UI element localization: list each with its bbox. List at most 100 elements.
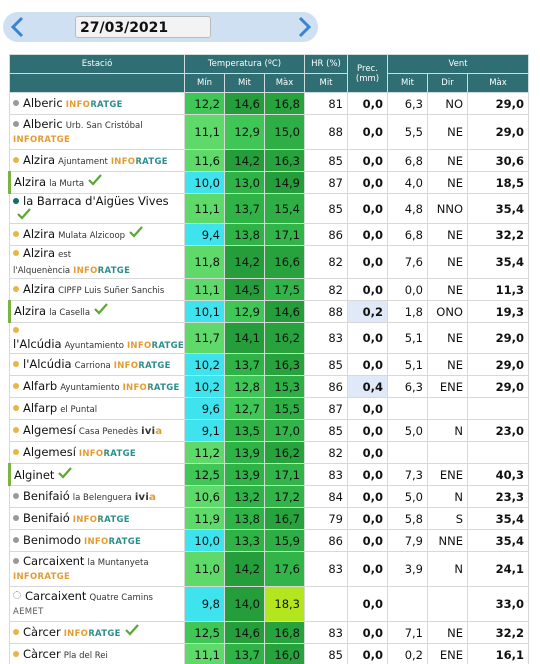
station-cell: Alzira la Casella (8, 300, 185, 323)
value-cell: 35,4 (467, 529, 529, 552)
value-cell: 14,6 (224, 92, 265, 115)
value-cell: 23,3 (467, 485, 529, 508)
source-tag: INFORATGE (63, 629, 121, 639)
station-name[interactable]: Algemesí (23, 422, 76, 437)
next-arrow[interactable] (298, 16, 312, 38)
station-name[interactable]: Alberic (23, 117, 63, 131)
station-row: Alzira Mulata Alzicoop 9,4 13,8 17,1 86 0,0 6,8… (9, 223, 529, 246)
value-cell: 0,0 (347, 92, 388, 115)
station-name[interactable]: Alzira (23, 246, 56, 260)
station-name[interactable]: Alzira (23, 152, 56, 167)
value-cell: 14,6 (264, 300, 305, 323)
station-name[interactable]: la Barraca d'Aigües Vives (23, 194, 169, 208)
sub-header: Mit (224, 73, 265, 93)
value-cell: 5,1 (387, 322, 428, 354)
station-name[interactable]: Alzira (23, 281, 56, 296)
value-cell: 14,1 (224, 322, 265, 354)
station-row: Carcaixent la Muntanyeta INFORATGE 11,0 14,2… (9, 551, 529, 587)
station-name[interactable]: Alginet (14, 468, 55, 482)
station-row: Carcaixent Quatre Camins AEMET 9,8 14,0 18,3 0… (9, 586, 529, 622)
value-cell: 5,0 (387, 485, 428, 508)
station-name[interactable]: Alzira (14, 175, 47, 189)
value-cell: 0,0 (347, 643, 388, 664)
value-cell: 13,0 (224, 171, 265, 194)
value-cell: 0,2 (347, 300, 388, 323)
station-detail: Carriona (74, 360, 111, 371)
station-name[interactable]: Algemesí (23, 444, 76, 459)
check-icon (124, 624, 139, 636)
station-name[interactable]: Alberic (23, 95, 63, 110)
value-cell: 0,0 (347, 245, 388, 279)
status-dot (13, 404, 19, 411)
station-detail: est l'Alquenència (13, 250, 72, 276)
station-name[interactable]: l'Alcúdia (13, 337, 62, 351)
value-cell: 29,0 (467, 375, 529, 398)
value-cell: 0,0 (347, 441, 388, 464)
station-name[interactable]: Carcaixent (25, 589, 87, 603)
value-cell: 5,8 (387, 507, 428, 530)
source-tag: INFORATGE (84, 536, 142, 547)
station-name[interactable]: Alfarp (23, 400, 58, 415)
value-cell: 14,9 (264, 171, 305, 194)
station-name[interactable]: Càrcer (23, 646, 61, 661)
value-cell: 14,2 (224, 551, 265, 587)
station-name[interactable]: Alzira (14, 304, 47, 318)
date-input[interactable]: 27/03/2021 (75, 16, 211, 38)
value-cell: 16,2 (264, 322, 305, 354)
value-cell: 88 (304, 114, 348, 150)
value-cell: 0,0 (347, 529, 388, 552)
status-dot (13, 121, 19, 127)
value-cell: 11,0 (184, 551, 225, 587)
value-cell (427, 441, 468, 464)
station-cell: Carcaixent la Muntanyeta INFORATGE (9, 551, 185, 587)
header: HR (%) (304, 54, 348, 74)
station-cell: la Barraca d'Aigües Vives (9, 193, 185, 224)
station-name[interactable]: Benifaió (23, 488, 70, 503)
value-cell: 13,8 (224, 507, 265, 530)
value-cell: 85 (304, 193, 348, 224)
value-cell: 13,7 (224, 353, 265, 376)
station-cell: Càrcer Pla del Rei (9, 643, 185, 664)
status-dot (13, 492, 19, 499)
station-detail: la Muntanyeta (87, 558, 149, 568)
station-detail: CIPFP Luis Suñer Sanchis (58, 285, 165, 296)
status-dot (13, 536, 19, 543)
value-cell: 0,2 (387, 643, 428, 664)
value-cell: 86 (304, 375, 348, 398)
check-icon (88, 174, 102, 186)
status-dot (13, 426, 19, 433)
value-cell: 16,8 (264, 621, 305, 644)
value-cell: 13,7 (224, 193, 265, 224)
value-cell: 15,9 (264, 529, 305, 552)
station-cell: Càrcer INFORATGE (9, 621, 185, 644)
station-name[interactable]: Alfarb (23, 378, 58, 393)
check-icon (17, 208, 31, 220)
station-name[interactable]: l'Alcúdia (23, 356, 72, 371)
prev-arrow[interactable] (10, 16, 24, 38)
source-tag: INFORATGE (65, 99, 123, 110)
value-cell: 11,8 (184, 245, 225, 279)
value-cell: 14,2 (224, 149, 265, 172)
source-tag: INFORATGE (126, 341, 185, 351)
value-cell: 0,0 (347, 507, 388, 530)
value-cell: 11,3 (467, 278, 529, 301)
station-row: Alzira Ajuntament INFORATGE 11,6 14,2 16,3 85 0… (9, 149, 529, 172)
station-name[interactable]: Alzira (23, 227, 56, 241)
station-name[interactable]: Càrcer (23, 625, 61, 639)
source-tag: INFORATGE (13, 570, 180, 584)
value-cell: 10,2 (184, 353, 225, 376)
station-name[interactable]: Benifaió (23, 510, 70, 525)
source-tag: INFORATGE (73, 266, 131, 276)
value-cell: ENE (427, 463, 468, 486)
value-cell: 11,6 (184, 149, 225, 172)
value-cell: 85 (304, 419, 348, 442)
value-cell: 0,0 (347, 485, 388, 508)
station-name[interactable]: Carcaixent (23, 554, 85, 568)
value-cell: N (427, 551, 468, 587)
value-cell: 11,1 (184, 193, 225, 224)
station-row: Alzira CIPFP Luis Suñer Sanchis 11,1 14,5 17… (9, 278, 529, 301)
station-name[interactable]: Benimodo (23, 532, 82, 547)
station-cell: Carcaixent Quatre Camins AEMET (9, 586, 185, 622)
value-cell: NNO (427, 193, 468, 224)
station-cell: Benifaió INFORATGE (9, 507, 185, 530)
